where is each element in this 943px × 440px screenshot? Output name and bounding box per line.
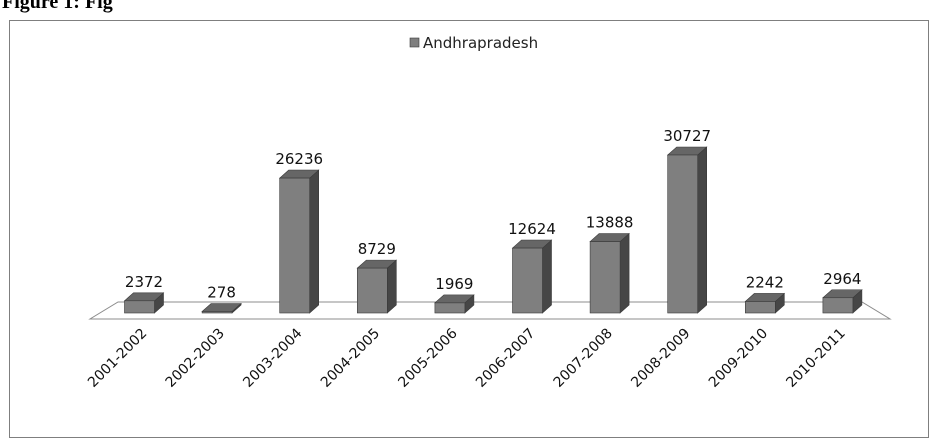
bar-front-face	[201, 311, 233, 314]
data-label: 26236	[275, 150, 323, 168]
x-tick-label: 2004-2005	[318, 326, 383, 391]
bar	[434, 294, 475, 314]
bar	[589, 232, 630, 314]
bar	[666, 146, 708, 314]
bar	[511, 239, 553, 314]
x-tick-label: 2010-2011	[783, 326, 848, 391]
x-tick-label: 2003-2004	[240, 325, 305, 390]
x-tick-label: 2008-2009	[628, 326, 693, 391]
legend-swatch	[409, 37, 420, 48]
data-label: 30727	[663, 127, 711, 145]
bar-front-face	[667, 154, 699, 314]
bar-front-face	[279, 177, 311, 314]
x-tick-label: 2007-2008	[551, 326, 616, 391]
bar-side-face	[619, 232, 630, 314]
bar-front-face	[124, 300, 155, 314]
x-tick-label: 2002-2003	[163, 326, 228, 391]
x-tick-label: 2006-2007	[473, 326, 538, 391]
bar-front-face	[434, 302, 466, 314]
bar	[123, 292, 165, 314]
data-label: 2964	[823, 270, 861, 288]
bar-side-face	[697, 146, 708, 314]
bar-side-face	[386, 259, 397, 314]
bar-front-face	[356, 267, 388, 314]
figure-caption-text: Figure 1: Fig	[2, 0, 113, 13]
data-label: 1969	[435, 275, 473, 293]
bar	[278, 169, 320, 314]
bar	[356, 259, 398, 314]
bar	[201, 302, 242, 314]
data-label: 12624	[508, 220, 556, 238]
x-tick-label: 2001-2002	[85, 326, 150, 391]
bar-front-face	[589, 241, 621, 314]
bar	[822, 289, 863, 314]
bar-front-face	[512, 247, 543, 314]
data-label: 13888	[586, 214, 634, 232]
data-label: 278	[207, 284, 236, 302]
bar	[744, 292, 786, 314]
legend-label: Andhrapradesh	[423, 34, 538, 52]
bar-side-face	[542, 239, 552, 314]
bar-front-face	[744, 301, 776, 314]
data-label: 8729	[358, 240, 396, 258]
bar-front-face	[822, 297, 854, 314]
bar-side-face	[309, 169, 320, 314]
data-label: 2372	[125, 273, 163, 291]
x-tick-label: 2009-2010	[706, 326, 771, 391]
x-tick-label: 2005-2006	[395, 325, 460, 390]
data-label: 2242	[746, 273, 784, 291]
figure-caption-fragment: Figure 1: Fig	[0, 0, 943, 22]
chart-frame	[9, 20, 929, 438]
